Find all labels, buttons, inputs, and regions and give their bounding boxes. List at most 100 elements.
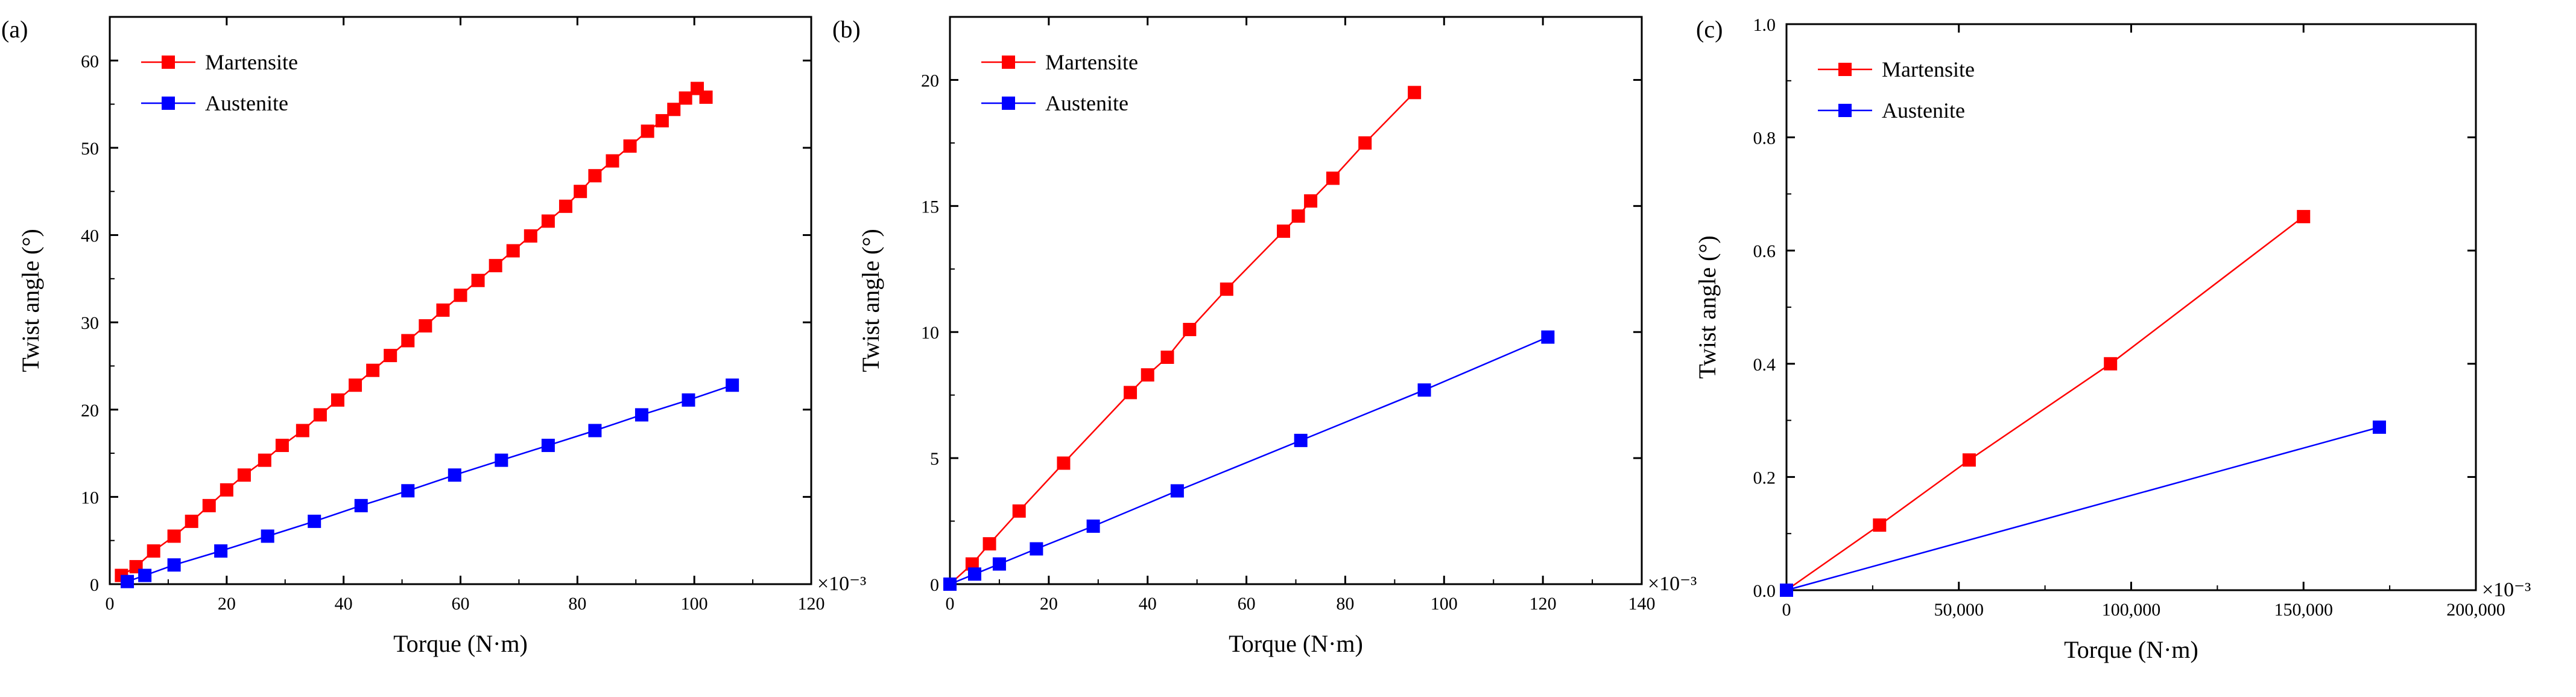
x-tick-label: 200,000 <box>2446 600 2505 620</box>
y-tick-label: 0.6 <box>1753 241 1776 261</box>
data-point-martensite <box>1277 224 1291 238</box>
data-point-austenite <box>1417 383 1431 397</box>
data-point-martensite <box>965 557 979 571</box>
y-tick-label: 0.0 <box>1753 581 1776 601</box>
data-point-austenite <box>1086 519 1100 533</box>
y-tick-label: 20 <box>81 401 99 421</box>
y-tick-label: 10 <box>921 323 939 343</box>
data-point-martensite <box>1291 209 1305 223</box>
legend-label: Austenite <box>1882 98 1965 123</box>
data-point-austenite <box>588 424 602 438</box>
legend-marker <box>1002 56 1015 69</box>
y-axis-title: Twist angle (°) <box>857 229 884 372</box>
data-point-martensite <box>2297 209 2311 223</box>
legend-marker <box>1838 63 1852 76</box>
data-point-martensite <box>313 408 327 422</box>
data-point-martensite <box>641 124 654 138</box>
x-tick-label: 100 <box>1431 594 1458 614</box>
x-tick-label: 0 <box>946 594 955 614</box>
data-point-martensite <box>489 259 502 273</box>
x-axis-title: Torque (N·m) <box>2064 636 2198 663</box>
x-tick-label: 120 <box>798 594 825 614</box>
data-point-martensite <box>237 468 251 482</box>
data-point-martensite <box>559 199 572 213</box>
data-point-austenite <box>1780 584 1793 597</box>
data-point-austenite <box>682 393 695 407</box>
x-tick-label: 120 <box>1530 594 1557 614</box>
y-tick-label: 0.4 <box>1753 355 1776 375</box>
legend-marker <box>162 56 175 69</box>
data-point-martensite <box>541 214 555 228</box>
y-tick-label: 60 <box>81 51 99 71</box>
legend-label: Austenite <box>1045 91 1128 115</box>
legend-label: Martensite <box>1045 50 1138 74</box>
data-point-martensite <box>506 244 520 258</box>
legend: Martensite Austenite <box>1818 57 1975 123</box>
data-point-martensite <box>606 154 619 168</box>
y-tick-label: 0 <box>930 575 939 595</box>
data-point-austenite <box>448 468 461 482</box>
x-tick-label: 100 <box>681 594 708 614</box>
data-point-austenite <box>214 544 228 558</box>
data-point-austenite <box>1170 484 1184 498</box>
x-tick-label: 100,000 <box>2102 600 2161 620</box>
data-point-martensite <box>454 288 467 302</box>
data-point-austenite <box>354 498 368 512</box>
data-point-martensite <box>588 169 602 183</box>
series-martensite <box>115 81 713 582</box>
data-point-martensite <box>623 139 637 153</box>
data-point-martensite <box>1304 194 1318 208</box>
data-point-martensite <box>436 303 450 317</box>
data-point-austenite <box>2372 420 2386 434</box>
data-point-martensite <box>1873 518 1887 532</box>
data-point-martensite <box>349 378 362 392</box>
data-point-austenite <box>967 567 981 581</box>
series-line-martensite <box>1786 215 2305 591</box>
x-tick-label: 60 <box>452 594 470 614</box>
data-point-austenite <box>541 439 555 453</box>
data-point-martensite <box>185 514 198 528</box>
x-axis-title: Torque (N·m) <box>1229 630 1363 657</box>
x-tick-label: 0 <box>106 594 115 614</box>
y-tick-label: 0.8 <box>1753 129 1776 148</box>
data-point-martensite <box>471 273 485 287</box>
data-point-martensite <box>1358 136 1372 150</box>
x-axis-title: Torque (N·m) <box>393 630 528 657</box>
data-point-martensite <box>147 544 160 558</box>
chart-panel-3: (c) 0 50,000 100,000 150,000 200,000 0.0 0.2 0.4… <box>1694 15 2531 663</box>
data-point-martensite <box>1141 368 1154 382</box>
series-austenite <box>121 378 739 588</box>
data-point-austenite <box>308 514 321 528</box>
data-point-austenite <box>401 484 415 498</box>
legend-label: Martensite <box>205 50 298 74</box>
x-tick-label: 40 <box>335 594 353 614</box>
x-exponent-label: ×10⁻³ <box>817 573 866 595</box>
data-point-martensite <box>1183 323 1197 337</box>
y-axis-title: Twist angle (°) <box>17 229 44 372</box>
x-tick-label: 150,000 <box>2274 600 2334 620</box>
data-point-martensite <box>699 91 713 104</box>
series-line-austenite <box>1786 426 2380 591</box>
legend-label: Martensite <box>1882 57 1975 81</box>
x-tick-label: 80 <box>1336 594 1354 614</box>
x-exponent-label: ×10⁻³ <box>2482 579 2531 601</box>
data-point-martensite <box>524 229 537 243</box>
x-tick-label: 40 <box>1139 594 1157 614</box>
x-tick-label: 50,000 <box>1934 600 1984 620</box>
series-line-martensite <box>949 92 1415 585</box>
data-point-austenite <box>726 378 739 392</box>
chart-panel-2: (b) 0 20 40 60 80 100 120 140 0 5 10 15 20 ×10⁻³ Torque… <box>832 16 1697 657</box>
data-point-austenite <box>1541 330 1555 344</box>
series-martensite <box>1780 209 2311 597</box>
data-point-martensite <box>258 453 271 467</box>
panel-label: (a) <box>1 16 28 43</box>
data-point-martensite <box>1057 456 1071 470</box>
x-tick-label: 140 <box>1628 594 1656 614</box>
x-tick-label: 0 <box>1782 600 1791 620</box>
y-tick-label: 50 <box>81 139 99 159</box>
data-point-martensite <box>667 103 681 116</box>
panel-label: (b) <box>832 16 861 43</box>
y-axis-title: Twist angle (°) <box>1694 235 1721 379</box>
